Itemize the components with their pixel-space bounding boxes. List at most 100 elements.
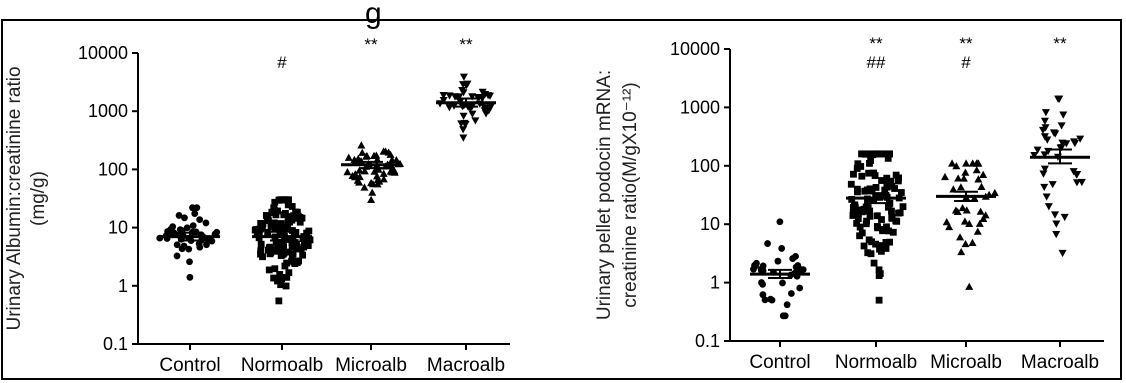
- data-point: [864, 204, 872, 211]
- data-point: [379, 175, 388, 183]
- data-point: [879, 150, 887, 158]
- data-point: [173, 241, 181, 249]
- data-point: [282, 209, 289, 217]
- data-point: [353, 176, 362, 184]
- data-point: [276, 230, 284, 238]
- data-point: [861, 187, 869, 195]
- data-point: [186, 258, 193, 266]
- y-tick-label: 0.1: [103, 334, 128, 354]
- data-point: [866, 185, 874, 193]
- data-point: [1057, 122, 1066, 130]
- data-point: [866, 207, 874, 215]
- data-point: [186, 273, 194, 281]
- group-control: [750, 218, 810, 320]
- data-point: [952, 162, 961, 170]
- data-point: [208, 237, 216, 245]
- data-point: [372, 151, 381, 159]
- data-point: [973, 227, 982, 235]
- data-point: [945, 222, 954, 231]
- data-point: [1039, 170, 1048, 178]
- data-point: [193, 204, 201, 212]
- data-point: [957, 247, 966, 256]
- data-point: [750, 265, 757, 273]
- data-point: [896, 209, 904, 217]
- x-category-label: Normoalb: [835, 352, 917, 373]
- data-point: [299, 251, 307, 259]
- data-point: [779, 279, 786, 287]
- data-point: [1056, 144, 1065, 152]
- data-point: [1041, 109, 1050, 117]
- data-point: [974, 159, 983, 167]
- group-normoalb: #: [251, 53, 314, 305]
- data-point: [871, 172, 879, 179]
- data-point: [961, 239, 970, 248]
- data-point: [882, 245, 890, 252]
- data-point: [976, 207, 985, 215]
- group-macroalb: **: [436, 35, 496, 142]
- significance-annotation: **: [959, 34, 973, 53]
- data-point: [274, 207, 281, 215]
- data-point: [888, 182, 896, 190]
- data-point: [885, 227, 892, 235]
- data-point: [280, 249, 288, 257]
- data-point: [1058, 249, 1067, 258]
- data-point: [368, 180, 377, 188]
- x-category-label: Microalb: [930, 352, 1002, 373]
- data-point: [351, 170, 360, 178]
- data-point: [368, 188, 377, 196]
- data-point: [288, 203, 296, 210]
- data-point: [181, 214, 188, 222]
- data-point: [866, 150, 874, 158]
- data-point: [373, 172, 382, 180]
- data-point: [191, 210, 199, 218]
- data-point: [360, 167, 369, 175]
- data-point: [362, 152, 371, 160]
- y-tick-label: 100: [98, 159, 128, 179]
- data-point: [981, 211, 990, 219]
- data-point: [1052, 231, 1061, 239]
- data-point: [876, 245, 883, 253]
- data-point: [1052, 220, 1061, 228]
- data-point: [872, 184, 880, 191]
- data-point: [977, 182, 986, 190]
- data-point: [1076, 135, 1085, 143]
- y-axis-label: Urinary pellet podocin mRNA:: [594, 70, 615, 320]
- data-point: [304, 240, 312, 248]
- data-point: [881, 186, 889, 194]
- data-point: [1059, 111, 1068, 119]
- data-point: [482, 110, 491, 118]
- data-point: [358, 148, 367, 156]
- data-point: [459, 81, 468, 89]
- data-point: [278, 275, 286, 283]
- data-point: [899, 203, 907, 211]
- data-point: [856, 223, 864, 231]
- data-point: [1049, 129, 1058, 137]
- data-point: [373, 175, 382, 184]
- data-point: [277, 281, 285, 289]
- data-point: [1033, 146, 1042, 154]
- significance-annotation: **: [869, 34, 883, 53]
- data-point: [759, 291, 767, 299]
- data-point: [849, 212, 857, 219]
- group-microalb: **#: [936, 34, 999, 290]
- y-axis-label: creatinine ratio(M/gX10⁻¹²): [620, 82, 641, 307]
- y-tick-label: 10000: [670, 39, 720, 59]
- data-point: [271, 265, 279, 273]
- data-point: [283, 196, 291, 204]
- x-category-label: Macroalb: [1021, 352, 1099, 373]
- data-point: [883, 223, 890, 231]
- data-point: [280, 229, 287, 237]
- data-point: [459, 112, 468, 120]
- data-point: [176, 226, 184, 233]
- data-point: [292, 208, 299, 216]
- data-point: [954, 174, 963, 182]
- data-point: [303, 229, 311, 237]
- data-point: [858, 172, 866, 180]
- data-point: [867, 250, 875, 258]
- data-point: [862, 150, 869, 158]
- data-point: [958, 203, 967, 212]
- data-point: [266, 243, 274, 251]
- data-point: [265, 266, 273, 274]
- data-point: [203, 241, 210, 249]
- data-point: [888, 207, 895, 215]
